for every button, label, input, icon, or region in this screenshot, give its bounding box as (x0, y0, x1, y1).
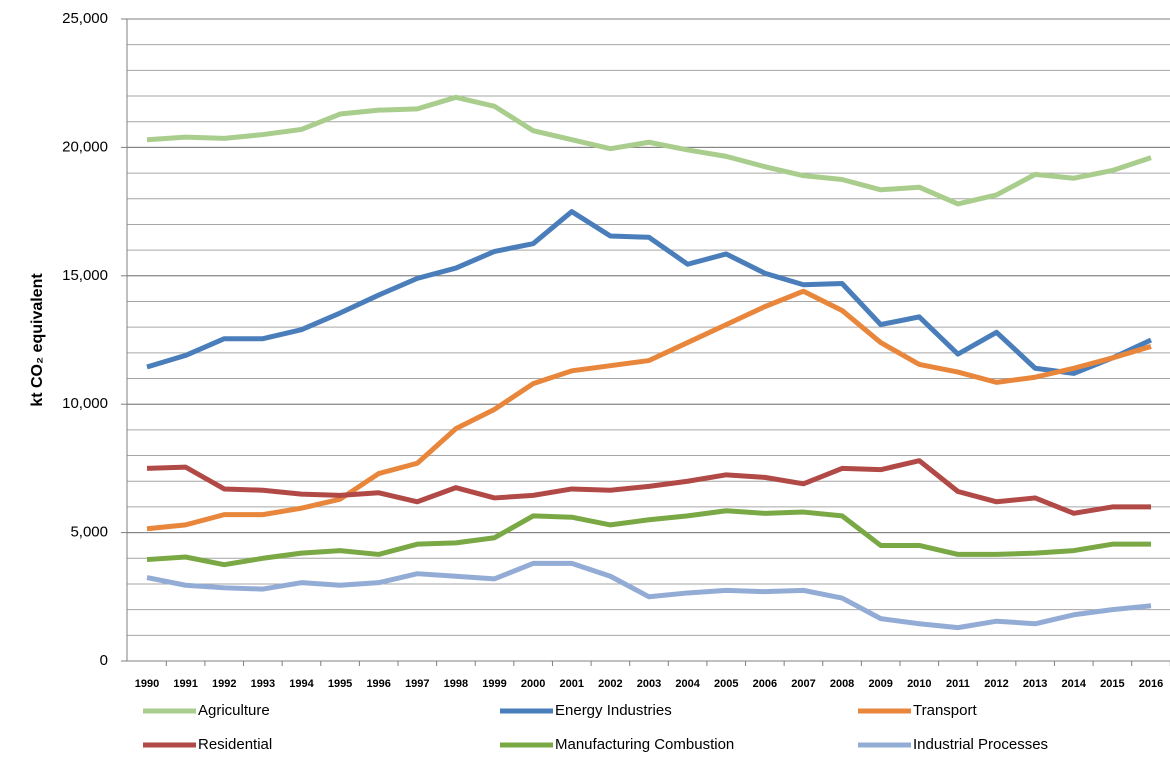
series-line (146, 94, 1152, 207)
x-tick-label: 2002 (598, 678, 622, 690)
y-tick-label: 5,000 (70, 524, 108, 541)
x-tick-label: 2004 (675, 678, 700, 690)
x-tick-label: 2005 (714, 678, 738, 690)
x-tick-label: 1990 (135, 678, 159, 690)
x-tick-label: 2014 (1062, 678, 1087, 690)
legend-label: Agriculture (198, 702, 270, 719)
series-line (146, 458, 1151, 516)
y-tick-label: 25,000 (62, 10, 108, 27)
series-line (146, 560, 1152, 631)
x-tick-label: 2009 (868, 678, 892, 690)
x-tick-label: 2000 (521, 678, 545, 690)
x-tick-label: 2003 (637, 678, 661, 690)
x-tick-label: 1993 (251, 678, 275, 690)
x-tick-label: 1995 (328, 678, 352, 690)
x-tick-label: 2012 (984, 678, 1008, 690)
y-tick-label: 10,000 (62, 395, 108, 412)
x-tick-label: 1999 (482, 678, 506, 690)
x-tick-label: 1997 (405, 678, 429, 690)
legend-label: Residential (198, 736, 272, 753)
series-line (146, 209, 1153, 376)
x-tick-label: 1998 (444, 678, 468, 690)
x-tick-label: 2007 (791, 678, 815, 690)
legend-label: Industrial Processes (913, 736, 1048, 753)
x-tick-label: 2015 (1100, 678, 1124, 690)
x-tick-label: 2011 (946, 678, 970, 690)
legend-label: Energy Industries (555, 702, 672, 719)
x-tick-label: 2001 (560, 678, 584, 690)
x-tick-label: 1994 (289, 678, 314, 690)
x-tick-label: 1992 (212, 678, 236, 690)
x-tick-label: 2010 (907, 678, 931, 690)
series-line (146, 288, 1152, 532)
series-line (146, 508, 1151, 568)
y-tick-label: 0 (100, 652, 108, 669)
x-tick-label: 1996 (366, 678, 390, 690)
x-tick-label: 2016 (1139, 678, 1163, 690)
x-tick-label: 2006 (753, 678, 777, 690)
y-tick-label: 15,000 (62, 267, 108, 284)
x-tick-label: 2013 (1023, 678, 1047, 690)
y-tick-label: 20,000 (62, 138, 108, 155)
y-axis-label: kt CO₂ equivalent (29, 273, 46, 407)
legend-label: Transport (913, 702, 977, 719)
legend-label: Manufacturing Combustion (555, 736, 734, 753)
x-tick-label: 2008 (830, 678, 854, 690)
x-tick-label: 1991 (173, 678, 197, 690)
